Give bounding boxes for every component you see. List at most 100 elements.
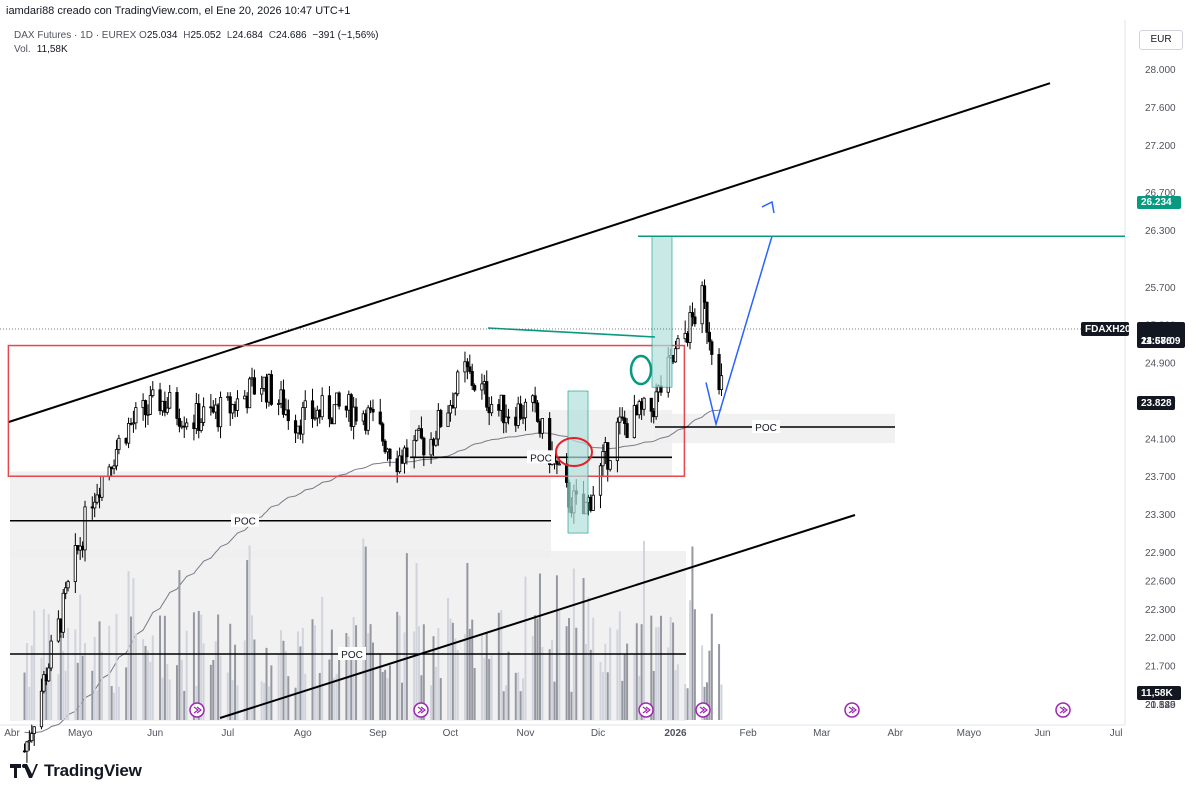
candle [429, 438, 433, 456]
candle [201, 406, 206, 423]
volume-bar [355, 625, 358, 720]
symbol-price-label: FDAXH2026 [1085, 324, 1142, 335]
candle [606, 442, 610, 470]
volume-bar [130, 616, 132, 720]
volume-bar [606, 672, 609, 720]
volume-bar [517, 672, 520, 720]
volume-bar [328, 659, 331, 720]
volume-bar [67, 627, 70, 720]
lightning-event-icon[interactable] [695, 702, 711, 718]
volume-bar [655, 627, 658, 720]
volume-bar [558, 608, 561, 720]
event-arrow-icon[interactable] [189, 702, 205, 718]
range-box[interactable] [7, 344, 686, 477]
red-circle-marker[interactable] [555, 437, 593, 467]
volume-bar [149, 661, 152, 720]
volume-bar [76, 662, 79, 720]
poc-label-bg [752, 419, 780, 433]
event-arrow-glyph [848, 706, 857, 714]
event-arrow-icon[interactable] [1055, 702, 1071, 718]
volume-bar [524, 576, 527, 720]
candle [468, 366, 472, 372]
projection-path[interactable] [705, 236, 773, 428]
event-arrow-icon[interactable] [844, 702, 860, 718]
candle [710, 341, 714, 355]
poc-label: POC [755, 423, 777, 434]
volume-bar [296, 631, 299, 720]
candle [93, 501, 97, 509]
volume-bar [362, 538, 365, 720]
volume-bar [432, 636, 435, 720]
upper-trendline[interactable] [7, 82, 1051, 424]
volume-bar [388, 665, 391, 720]
volume-bar [301, 627, 304, 720]
volume-bar [311, 619, 314, 720]
volume-bar [570, 691, 573, 720]
candle [707, 331, 711, 343]
volume-bar [33, 610, 36, 720]
volume-bar [672, 622, 675, 720]
volume-bar [108, 625, 111, 720]
time-tick-label: 2026 [664, 728, 687, 739]
volume-bar [638, 675, 641, 720]
volume-bar [236, 685, 239, 720]
volume-bar [57, 674, 60, 720]
volume-bar [79, 594, 82, 720]
volume-bar [197, 610, 200, 720]
volume-bar [531, 635, 534, 720]
candle [591, 494, 595, 511]
price-tick-label: 22.300 [1145, 605, 1176, 616]
candle [414, 429, 419, 441]
price-tick-label: 22.000 [1145, 633, 1176, 644]
volume-bar [163, 615, 166, 720]
volume-bar [260, 681, 263, 720]
volume-bar [718, 644, 721, 720]
lower-trendline[interactable] [219, 514, 856, 719]
candle [42, 674, 46, 692]
candle [625, 423, 629, 439]
volume-bar [318, 672, 321, 720]
volume-bar [565, 626, 568, 720]
currency-button[interactable]: EUR [1139, 30, 1183, 50]
candle [301, 407, 305, 435]
candle [693, 316, 697, 325]
volume-bar [234, 644, 237, 720]
candle [175, 392, 179, 419]
volume-bar [84, 643, 87, 720]
candle [25, 741, 29, 752]
neckline[interactable] [487, 327, 656, 338]
volume-bar [185, 630, 188, 720]
candle [185, 422, 189, 428]
green-circle-marker[interactable] [629, 354, 653, 386]
event-arrow-icon[interactable] [638, 702, 654, 718]
volume-bar [277, 654, 280, 720]
volume-bar [572, 568, 575, 720]
candle [146, 413, 150, 416]
candle [485, 381, 489, 408]
candle [506, 416, 511, 419]
volume-bar [192, 612, 195, 720]
candle [565, 463, 569, 483]
candle [252, 377, 257, 395]
volume-bar [25, 643, 28, 720]
volume-bar [553, 681, 556, 720]
time-tick-label: Oct [443, 728, 459, 739]
event-arrow-glyph [699, 706, 708, 714]
candle [381, 423, 385, 442]
volume-bar [604, 643, 607, 720]
time-tick-label: Mayo [68, 728, 93, 739]
candle [337, 392, 341, 407]
volume-bar [657, 626, 660, 720]
symbol-price-label-bg [1081, 322, 1129, 336]
candle [260, 387, 264, 395]
volume-bar [110, 686, 113, 720]
price-tick-label: 24.900 [1145, 359, 1176, 370]
volume-bar [652, 670, 655, 720]
volume-bar [519, 691, 522, 720]
price-tick-label: 27.200 [1145, 141, 1176, 152]
candle [620, 416, 624, 419]
low-value: 24.684 [232, 30, 263, 41]
candle [269, 374, 273, 405]
event-arrow-icon[interactable] [413, 702, 429, 718]
